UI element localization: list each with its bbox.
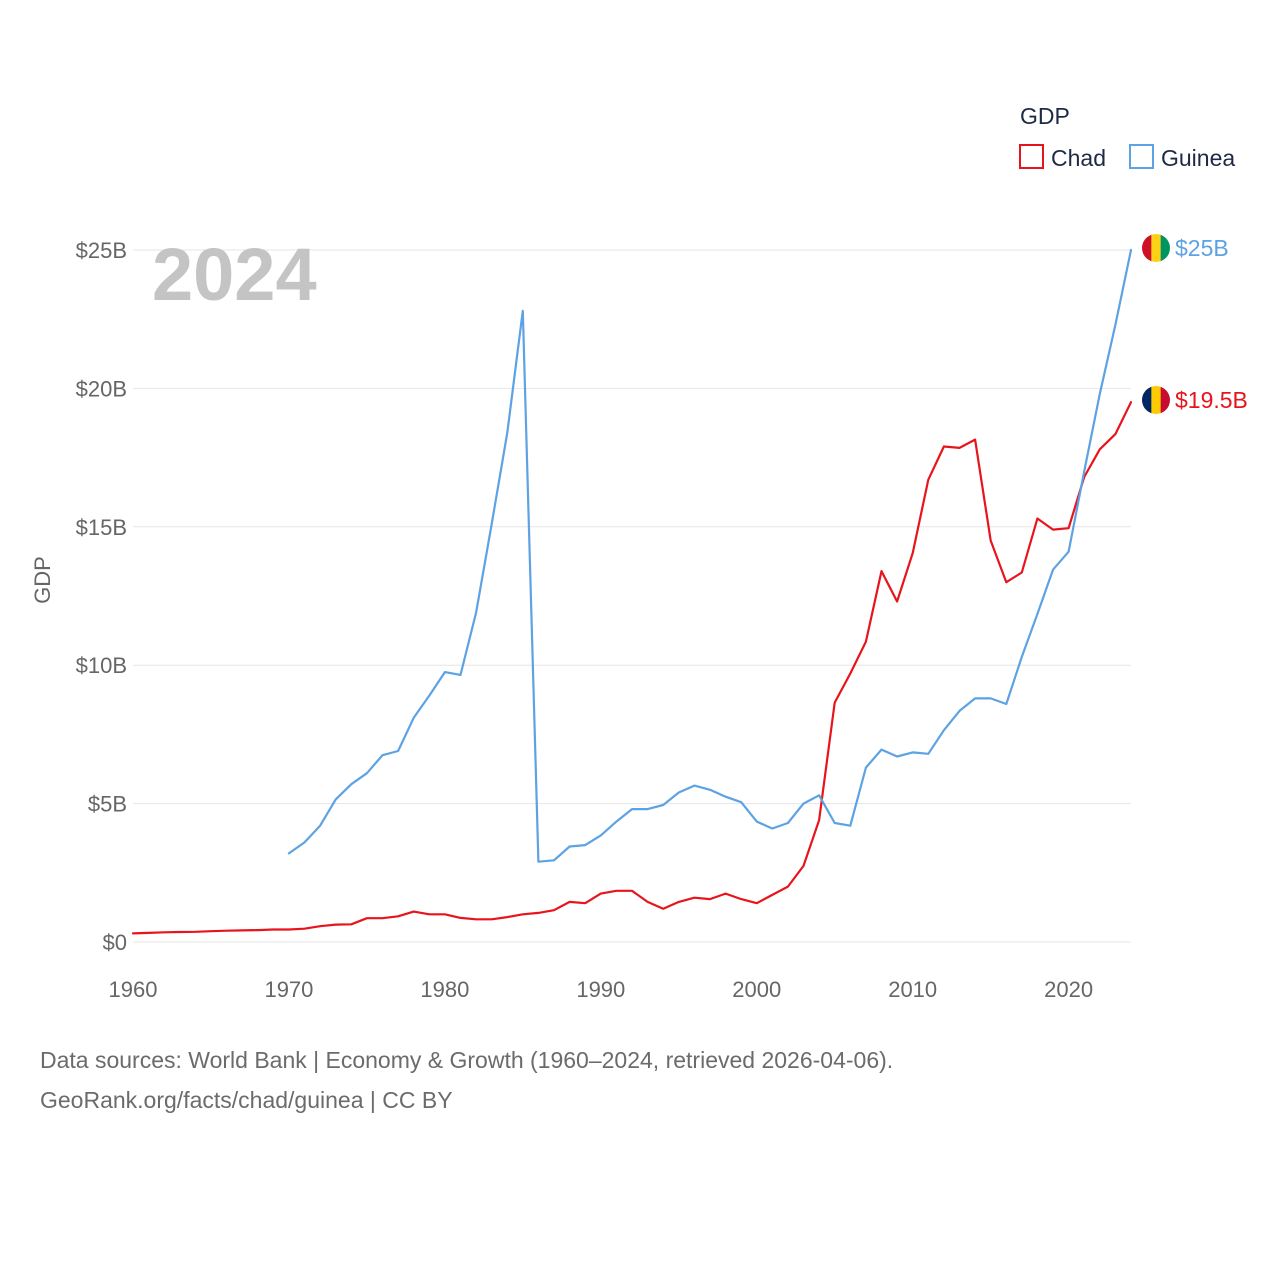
series-line-guinea[interactable]: [287, 248, 1133, 863]
y-axis-ticks: $0 $5B $10B $15B $20B $25B: [76, 238, 127, 955]
flag-icon-guinea: [1142, 234, 1170, 262]
flag-stripe: [1151, 234, 1162, 262]
y-tick-label: $10B: [76, 653, 127, 678]
series-lines: [131, 248, 1133, 935]
attribution-text: GeoRank.org/facts/chad/guinea | CC BY: [40, 1087, 453, 1113]
legend-swatch-guinea[interactable]: [1129, 144, 1154, 169]
end-label-chad: $19.5B: [1175, 387, 1248, 413]
x-tick-label: 1980: [420, 977, 469, 1002]
x-tick-label: 2020: [1044, 977, 1093, 1002]
legend-label-chad[interactable]: Chad: [1051, 145, 1106, 171]
series-line-chad[interactable]: [131, 401, 1133, 935]
y-tick-label: $20B: [76, 376, 127, 401]
x-tick-label: 1970: [264, 977, 313, 1002]
year-label: 2024: [152, 233, 317, 316]
end-labels: $19.5B $25B: [1142, 234, 1248, 414]
x-tick-label: 2000: [732, 977, 781, 1002]
y-tick-label: $25B: [76, 238, 127, 263]
flag-stripe: [1160, 234, 1170, 262]
gridlines: [133, 249, 1131, 943]
y-tick-label: $0: [103, 930, 127, 955]
legend-title: GDP: [1020, 103, 1070, 129]
flag-stripe: [1142, 386, 1152, 414]
x-axis-ticks: 1960 1970 1980 1990 2000 2010 2020: [109, 977, 1094, 1002]
y-axis-title: GDP: [30, 556, 55, 604]
x-tick-label: 2010: [888, 977, 937, 1002]
x-tick-label: 1960: [109, 977, 158, 1002]
x-tick-label: 1990: [576, 977, 625, 1002]
legend-swatch-chad[interactable]: [1019, 144, 1044, 169]
data-sources-text: Data sources: World Bank | Economy & Gro…: [40, 1047, 894, 1073]
y-tick-label: $5B: [88, 792, 127, 817]
footer: Data sources: World Bank | Economy & Gro…: [40, 1040, 893, 1120]
flag-stripe: [1151, 386, 1162, 414]
legend: GDP Chad Guinea: [1019, 103, 1235, 171]
legend-label-guinea[interactable]: Guinea: [1161, 145, 1235, 171]
y-tick-label: $15B: [76, 515, 127, 540]
flag-stripe: [1142, 234, 1152, 262]
flag-stripe: [1160, 386, 1170, 414]
flag-icon-chad: [1142, 386, 1170, 414]
end-label-guinea: $25B: [1175, 235, 1229, 261]
